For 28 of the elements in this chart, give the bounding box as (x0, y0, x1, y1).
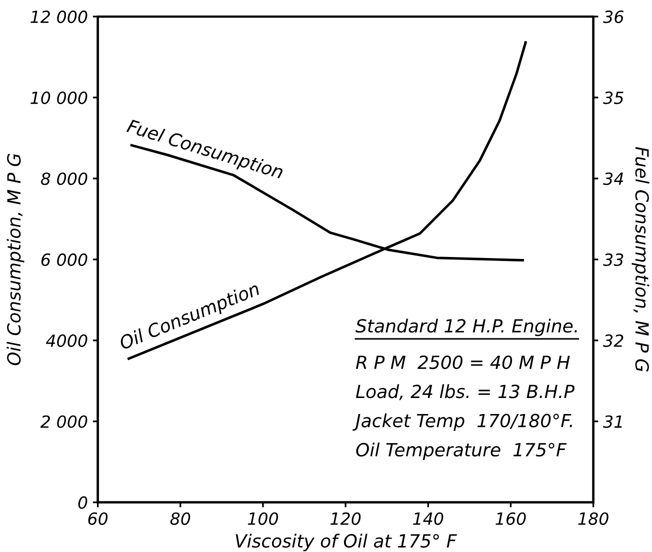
annotation: Oil Temperature 175°F (356, 442, 567, 460)
y2-axis-title: Fuel Consumption, M P G (632, 146, 650, 372)
y2-tick-label: 34 (603, 172, 624, 186)
y-tick-label: 8 000 (40, 172, 88, 186)
y-tick-label: 12 000 (30, 10, 88, 24)
x-tick-label: 80 (170, 512, 190, 525)
x-tick-label: 140 (413, 512, 444, 525)
y2-tick-label: 35 (603, 91, 624, 104)
annotation: Standard 12 H.P. Engine. (356, 318, 577, 336)
y2-tick-label: 33 (603, 253, 624, 266)
x-axis-title: Viscosity of Oil at 175° F (236, 534, 457, 552)
y-tick-label: 2 000 (40, 415, 88, 428)
x-tick-label: 180 (578, 512, 608, 525)
x-tick-label: 160 (496, 512, 526, 525)
annotation: Jacket Temp 170/180°F. (352, 413, 572, 431)
y2-tick-label: 31 (603, 415, 622, 428)
y-tick-label: 4000 (46, 334, 88, 347)
x-tick-label: 120 (330, 512, 361, 525)
y-axis-title: Oil Consumption, M P G (6, 154, 24, 366)
annotation: R P M 2500 = 40 M P H (356, 355, 570, 370)
x-tick-label: 100 (248, 512, 278, 525)
y-tick-label: 10 000 (30, 91, 88, 104)
y-tick-label: 6 000 (41, 253, 88, 266)
annotation: Load, 24 lbs. = 13 B.H.P (356, 384, 575, 400)
y2-tick-label: 32 (603, 334, 624, 347)
y2-tick-label: 36 (603, 10, 624, 24)
y-tick-label: 0 (78, 496, 88, 509)
x-tick-label: 60 (88, 512, 108, 525)
